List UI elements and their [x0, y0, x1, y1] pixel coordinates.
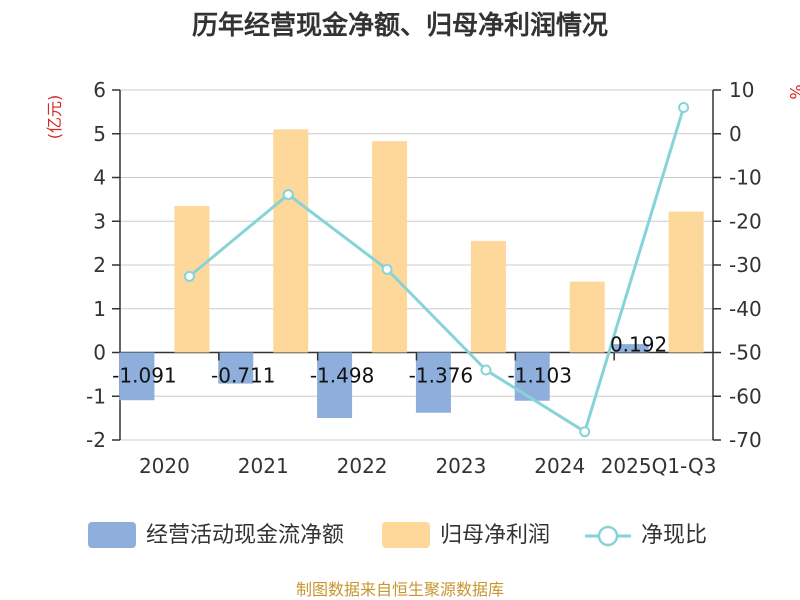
legend-swatch-cashflow: [88, 522, 136, 548]
legend-swatch-netprofit: [382, 522, 430, 548]
legend-label-cashflow: 经营活动现金流净额: [146, 523, 344, 548]
ratio-line: [188, 107, 686, 434]
source-note: 制图数据来自恒生聚源数据库: [296, 580, 504, 599]
ratio-point-2020: [183, 270, 195, 282]
y-ticks-right: 10 0 -10 -20 -30 -40 -50 -60 -70: [713, 78, 762, 452]
y-tick-label-left: -2: [86, 428, 106, 452]
bar-netprofit-2025Q1-Q3: [668, 211, 704, 353]
ratio-point-2021: [282, 189, 294, 201]
legend-label-netprofit: 归母净利润: [440, 523, 550, 548]
y-tick-label-left: 4: [93, 166, 106, 190]
data-label-cashflow-2024: -1.103: [508, 364, 572, 388]
y-tick-label-right: -40: [729, 297, 762, 321]
y-tick-label-left: 0: [93, 341, 106, 365]
x-tick-label-2020: 2020: [139, 454, 190, 478]
bar-netprofit-2021: [273, 129, 309, 353]
chart-title: 历年经营现金净额、归母净利润情况: [192, 10, 608, 41]
bar-cashflow-2023: [415, 352, 451, 413]
data-label-cashflow-2023: -1.376: [409, 364, 473, 388]
left-axis-label: (亿元): [45, 95, 64, 140]
x-ticks: 2020 2021 2022 2023 2024 2025Q1-Q3: [139, 352, 717, 478]
y-tick-label-right: -10: [729, 166, 762, 190]
y-tick-label-right: -50: [729, 341, 762, 365]
ratio-point-2024: [579, 426, 591, 438]
y-tick-label-right: 0: [729, 122, 742, 146]
ratio-point-2023: [480, 364, 492, 376]
legend-swatch-ratio-marker: [597, 525, 619, 547]
y-tick-label-right: -20: [729, 209, 762, 233]
y-tick-label-right: -70: [729, 428, 762, 452]
y-tick-label-right: -30: [729, 253, 762, 277]
ratio-line-series: [183, 102, 690, 438]
data-label-cashflow-2021: -0.711: [211, 364, 275, 388]
data-labels: -1.091 -0.711 -1.498 -1.376 -1.103 0.192: [112, 333, 667, 388]
y-tick-label-left: 3: [93, 209, 106, 233]
y-tick-label-right: 10: [729, 78, 754, 102]
legend: 经营活动现金流净额 归母净利润 净现比: [88, 522, 707, 548]
bar-cashflow-2022: [317, 352, 353, 419]
data-label-cashflow-2020: -1.091: [112, 364, 176, 388]
bar-netprofit-2022: [372, 141, 408, 353]
x-tick-label-2023: 2023: [435, 454, 486, 478]
bar-cashflow-2020: [119, 352, 155, 401]
x-tick-label-2025Q1-Q3: 2025Q1-Q3: [601, 454, 717, 478]
ratio-point-2022: [381, 263, 393, 275]
x-tick-label-2024: 2024: [534, 454, 585, 478]
y-tick-label-right: -60: [729, 384, 762, 408]
data-label-cashflow-2022: -1.498: [310, 364, 374, 388]
y-tick-label-left: 5: [93, 122, 106, 146]
bar-netprofit-2023: [470, 240, 506, 353]
ratio-point-2025Q1-Q3: [678, 102, 690, 113]
y-tick-label-left: 6: [93, 78, 106, 102]
y-ticks-left: 6 5 4 3 2 1 0 -1 -2: [86, 78, 120, 452]
y-tick-label-left: -1: [86, 384, 106, 408]
x-tick-label-2022: 2022: [337, 454, 388, 478]
bar-cashflow-2021: [218, 352, 254, 384]
x-tick-label-2021: 2021: [238, 454, 289, 478]
data-label-cashflow-2025Q1-Q3: 0.192: [610, 333, 667, 357]
y-tick-label-left: 1: [93, 297, 106, 321]
bar-cashflow-2025Q1-Q3: [613, 344, 649, 353]
legend-label-ratio: 净现比: [641, 523, 707, 548]
right-axis-label: %: [786, 84, 800, 99]
bar-netprofit-2024: [569, 281, 605, 353]
y-tick-label-left: 2: [93, 253, 106, 277]
